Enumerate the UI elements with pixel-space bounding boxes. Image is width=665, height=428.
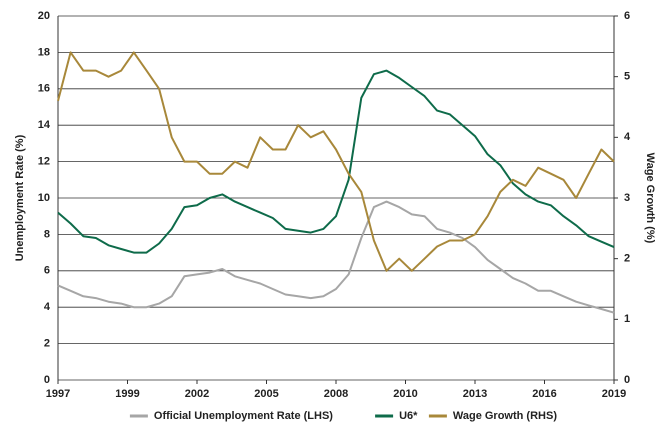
x-tick-label: 2005 bbox=[254, 388, 278, 400]
y2-tick-label: 1 bbox=[624, 313, 630, 325]
y2-tick-label: 6 bbox=[624, 10, 630, 22]
legend-label: U6* bbox=[399, 410, 418, 422]
x-tick-label: 1999 bbox=[115, 388, 139, 400]
y-tick-label: 12 bbox=[38, 156, 50, 168]
y2-tick-label: 5 bbox=[624, 71, 630, 83]
x-tick-label: 2008 bbox=[324, 388, 348, 400]
x-tick-label: 2002 bbox=[185, 388, 209, 400]
y-tick-label: 16 bbox=[38, 83, 50, 95]
x-tick-label: 1997 bbox=[46, 388, 70, 400]
legend-label: Wage Growth (RHS) bbox=[453, 410, 557, 422]
y-tick-label: 20 bbox=[38, 10, 50, 22]
y-tick-label: 4 bbox=[44, 301, 51, 313]
x-tick-label: 2016 bbox=[532, 388, 556, 400]
y2-axis-label: Wage Growth (%) bbox=[644, 153, 656, 244]
x-tick-label: 2010 bbox=[393, 388, 417, 400]
y-axis-label: Unemployment Rate (%) bbox=[14, 134, 26, 261]
y2-tick-label: 3 bbox=[624, 192, 630, 204]
y2-tick-label: 4 bbox=[624, 131, 631, 143]
y2-tick-label: 2 bbox=[624, 253, 630, 265]
y-tick-label: 2 bbox=[44, 338, 50, 350]
y-tick-label: 8 bbox=[44, 228, 50, 240]
legend-label: Official Unemployment Rate (LHS) bbox=[154, 410, 333, 422]
y-tick-label: 14 bbox=[38, 119, 51, 131]
y-tick-label: 10 bbox=[38, 192, 50, 204]
series-line bbox=[57, 69, 615, 254]
series-line bbox=[57, 51, 615, 272]
y2-tick-label: 0 bbox=[624, 374, 630, 386]
series-line bbox=[57, 200, 615, 314]
y-tick-label: 18 bbox=[38, 46, 50, 58]
y-tick-label: 6 bbox=[44, 265, 50, 277]
x-tick-label: 2019 bbox=[602, 388, 626, 400]
x-tick-label: 2013 bbox=[463, 388, 487, 400]
y-tick-label: 0 bbox=[44, 374, 50, 386]
